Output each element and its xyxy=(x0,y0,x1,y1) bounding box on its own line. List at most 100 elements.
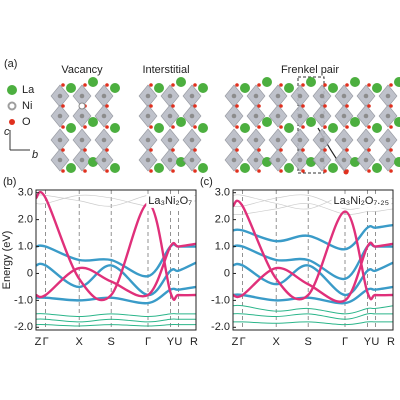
o-atom xyxy=(83,169,87,173)
ni-atom xyxy=(79,157,85,163)
bands xyxy=(36,190,196,327)
la-atom xyxy=(394,157,400,167)
y-tick-label: -1.0 xyxy=(211,294,230,306)
o-atom xyxy=(345,148,349,152)
o-atom xyxy=(105,125,109,129)
y-tick-label: -1.0 xyxy=(14,294,33,306)
band xyxy=(36,261,196,297)
structure-title: Frenkel pair xyxy=(281,64,339,76)
ni-atom xyxy=(275,93,281,99)
o-atom xyxy=(149,148,153,152)
ni-atom xyxy=(231,137,237,143)
y-tick-label: 1.0 xyxy=(18,240,33,252)
ni-atom xyxy=(189,137,195,143)
o-atom xyxy=(235,104,239,108)
la-atom xyxy=(110,123,120,133)
la-atom xyxy=(306,77,316,87)
o-atom xyxy=(345,125,349,129)
ni-atom xyxy=(167,137,173,143)
label-bg xyxy=(331,193,391,208)
o-atom xyxy=(61,148,65,152)
o-atom xyxy=(105,104,109,108)
band xyxy=(36,241,196,299)
y-tick-label: 1.0 xyxy=(215,240,230,252)
o-atom xyxy=(301,125,305,129)
ni-atom xyxy=(57,157,63,163)
la-atom xyxy=(154,83,164,93)
label-bg xyxy=(146,193,195,208)
o-atom xyxy=(171,104,175,108)
o-atom xyxy=(61,125,65,129)
la-atom xyxy=(176,77,186,87)
ni-atom xyxy=(79,93,85,99)
ni-atom xyxy=(341,113,347,119)
la-atom xyxy=(394,117,400,127)
o-atom xyxy=(61,83,65,87)
o-atom xyxy=(389,169,393,173)
o-atom xyxy=(279,125,283,129)
la-atom xyxy=(240,163,250,173)
la-atom xyxy=(262,77,272,87)
structure-title: Vacancy xyxy=(61,64,103,76)
la-atom xyxy=(306,117,316,127)
o-atom xyxy=(323,83,327,87)
o-atom xyxy=(389,104,393,108)
o-atom xyxy=(235,169,239,173)
x-tick-label: S xyxy=(305,336,312,348)
bands xyxy=(233,194,393,326)
o-atom xyxy=(193,169,197,173)
la-atom xyxy=(328,123,338,133)
o-atom xyxy=(301,104,305,108)
x-tick-label: Γ xyxy=(43,336,49,348)
la-atom xyxy=(154,123,164,133)
x-tick-label: Γ xyxy=(342,336,348,348)
band xyxy=(233,285,393,305)
ni-atom xyxy=(253,113,259,119)
ni-atom xyxy=(167,113,173,119)
band xyxy=(36,285,196,305)
ni-atom xyxy=(231,113,237,119)
y-tick-label: 3.0 xyxy=(215,187,230,199)
ni-atom xyxy=(231,93,237,99)
ni-atom xyxy=(297,137,303,143)
ni-atom xyxy=(297,93,303,99)
o-atom xyxy=(323,125,327,129)
la-atom xyxy=(66,163,76,173)
o-atom xyxy=(367,104,371,108)
o-atom xyxy=(279,169,283,173)
o-atom xyxy=(193,148,197,152)
o-atom xyxy=(61,104,65,108)
la-atom xyxy=(350,117,360,127)
o-atom xyxy=(83,125,87,129)
la-atom xyxy=(372,163,382,173)
ni-atom xyxy=(363,157,369,163)
band xyxy=(233,199,393,301)
o-atom xyxy=(83,148,87,152)
la-atom xyxy=(88,117,98,127)
ni-atom xyxy=(167,93,173,99)
o-atom xyxy=(345,104,349,108)
o-atom xyxy=(149,83,153,87)
o-atom xyxy=(323,169,327,173)
y-tick-label: 0 xyxy=(27,267,33,279)
panel-label: (a) xyxy=(4,58,17,70)
o-atom xyxy=(345,169,349,173)
o-atom xyxy=(193,104,197,108)
ni-atom xyxy=(101,137,107,143)
la-atom xyxy=(284,163,294,173)
ni-atom xyxy=(253,137,259,143)
o-atom xyxy=(301,169,305,173)
la-atom xyxy=(154,163,164,173)
ni-atom xyxy=(385,93,391,99)
o-atom xyxy=(367,83,371,87)
o-atom xyxy=(345,83,349,87)
o-atom xyxy=(257,83,261,87)
y-tick-label: 2.0 xyxy=(215,214,230,226)
ni-atom xyxy=(101,93,107,99)
y-tick-label: -2.0 xyxy=(211,321,230,333)
o-atom xyxy=(149,104,153,108)
vacancy xyxy=(78,102,86,110)
la-atom xyxy=(262,117,272,127)
o-atom xyxy=(301,83,305,87)
band xyxy=(233,223,393,251)
